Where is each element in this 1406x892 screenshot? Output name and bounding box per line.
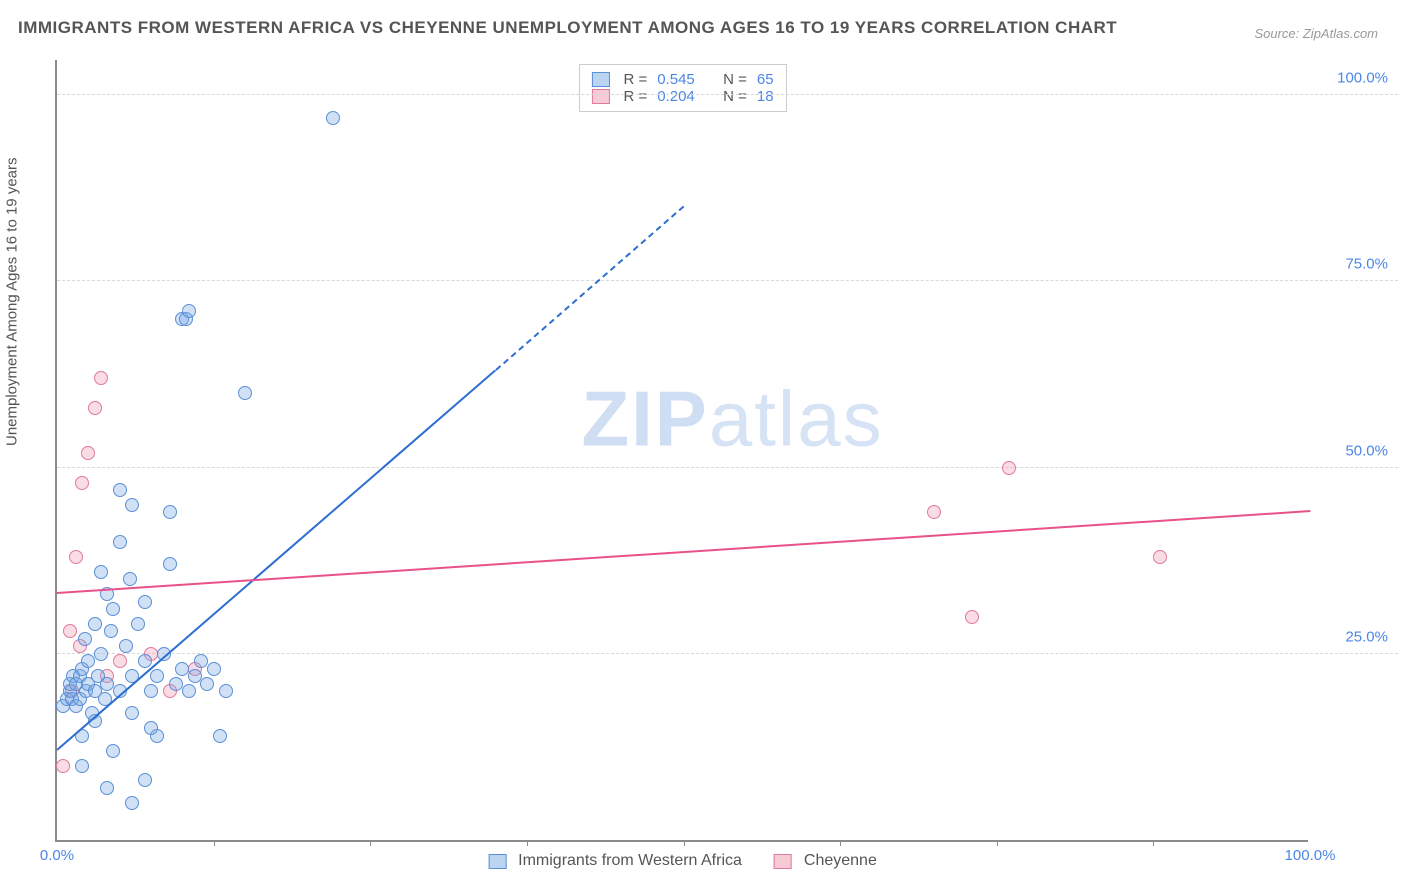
blue-data-point <box>182 684 196 698</box>
legend-item: Immigrants from Western Africa <box>488 852 742 870</box>
blue-data-point <box>106 744 120 758</box>
gridline <box>57 94 1398 95</box>
blue-data-point <box>138 773 152 787</box>
pink-data-point <box>56 759 70 773</box>
blue-data-point <box>182 304 196 318</box>
x-tick-mark <box>527 840 528 846</box>
x-tick-mark <box>370 840 371 846</box>
legend-label: Cheyenne <box>804 852 877 870</box>
n-label: N = <box>723 71 747 88</box>
y-tick-label: 25.0% <box>1345 628 1388 645</box>
x-tick-mark <box>1153 840 1154 846</box>
swatch-icon <box>774 854 792 869</box>
series-legend: Immigrants from Western Africa Cheyenne <box>488 852 877 870</box>
source-attribution: Source: ZipAtlas.com <box>1254 26 1378 41</box>
watermark-text: ZIPatlas <box>581 373 883 464</box>
r-label: R = <box>623 88 647 105</box>
blue-data-point <box>94 647 108 661</box>
blue-data-point <box>144 684 158 698</box>
swatch-icon <box>488 854 506 869</box>
pink-data-point <box>63 624 77 638</box>
pink-data-point <box>75 476 89 490</box>
blue-data-point <box>138 654 152 668</box>
y-tick-label: 75.0% <box>1345 256 1388 273</box>
blue-data-point <box>94 565 108 579</box>
blue-data-point <box>113 483 127 497</box>
pink-data-point <box>88 401 102 415</box>
blue-data-point <box>123 572 137 586</box>
blue-data-point <box>88 617 102 631</box>
swatch-icon <box>591 72 609 87</box>
blue-data-point <box>100 781 114 795</box>
gridline <box>57 653 1398 654</box>
blue-data-point <box>104 624 118 638</box>
chart-title: IMMIGRANTS FROM WESTERN AFRICA VS CHEYEN… <box>18 18 1117 38</box>
pink-data-point <box>1153 550 1167 564</box>
legend-row: R = 0.545 N = 65 <box>591 71 773 88</box>
blue-data-point <box>138 595 152 609</box>
n-label: N = <box>723 88 747 105</box>
y-tick-label: 100.0% <box>1337 70 1388 87</box>
blue-data-point <box>106 602 120 616</box>
blue-data-point <box>326 111 340 125</box>
blue-data-point <box>150 669 164 683</box>
legend-item: Cheyenne <box>774 852 877 870</box>
gridline <box>57 280 1398 281</box>
blue-data-point <box>238 386 252 400</box>
pink-data-point <box>81 446 95 460</box>
blue-data-point <box>219 684 233 698</box>
blue-data-point <box>113 535 127 549</box>
blue-data-point <box>163 505 177 519</box>
blue-data-point <box>125 498 139 512</box>
pink-data-point <box>965 610 979 624</box>
trend-line <box>56 369 496 750</box>
legend-label: Immigrants from Western Africa <box>518 852 742 870</box>
pink-data-point <box>927 505 941 519</box>
blue-data-point <box>131 617 145 631</box>
pink-data-point <box>94 371 108 385</box>
x-tick-label: 100.0% <box>1285 847 1336 864</box>
x-tick-mark <box>214 840 215 846</box>
r-value: 0.204 <box>657 88 695 105</box>
n-value: 65 <box>757 71 774 88</box>
blue-data-point <box>81 654 95 668</box>
r-label: R = <box>623 71 647 88</box>
x-tick-label: 0.0% <box>40 847 74 864</box>
y-axis-label: Unemployment Among Ages 16 to 19 years <box>4 157 21 446</box>
legend-row: R = 0.204 N = 18 <box>591 88 773 105</box>
y-tick-label: 50.0% <box>1345 442 1388 459</box>
x-tick-mark <box>840 840 841 846</box>
gridline <box>57 467 1398 468</box>
trend-line <box>495 205 684 370</box>
blue-data-point <box>119 639 133 653</box>
x-tick-mark <box>997 840 998 846</box>
blue-data-point <box>75 759 89 773</box>
blue-data-point <box>125 706 139 720</box>
correlation-legend: R = 0.545 N = 65R = 0.204 N = 18 <box>578 64 786 112</box>
n-value: 18 <box>757 88 774 105</box>
blue-data-point <box>200 677 214 691</box>
x-tick-mark <box>684 840 685 846</box>
blue-data-point <box>125 796 139 810</box>
pink-data-point <box>113 654 127 668</box>
blue-data-point <box>163 557 177 571</box>
swatch-icon <box>591 89 609 104</box>
trend-line <box>57 510 1310 594</box>
scatter-chart: ZIPatlas R = 0.545 N = 65R = 0.204 N = 1… <box>55 60 1308 842</box>
pink-data-point <box>69 550 83 564</box>
blue-data-point <box>78 632 92 646</box>
blue-data-point <box>144 721 158 735</box>
blue-data-point <box>207 662 221 676</box>
blue-data-point <box>213 729 227 743</box>
pink-data-point <box>1002 461 1016 475</box>
r-value: 0.545 <box>657 71 695 88</box>
